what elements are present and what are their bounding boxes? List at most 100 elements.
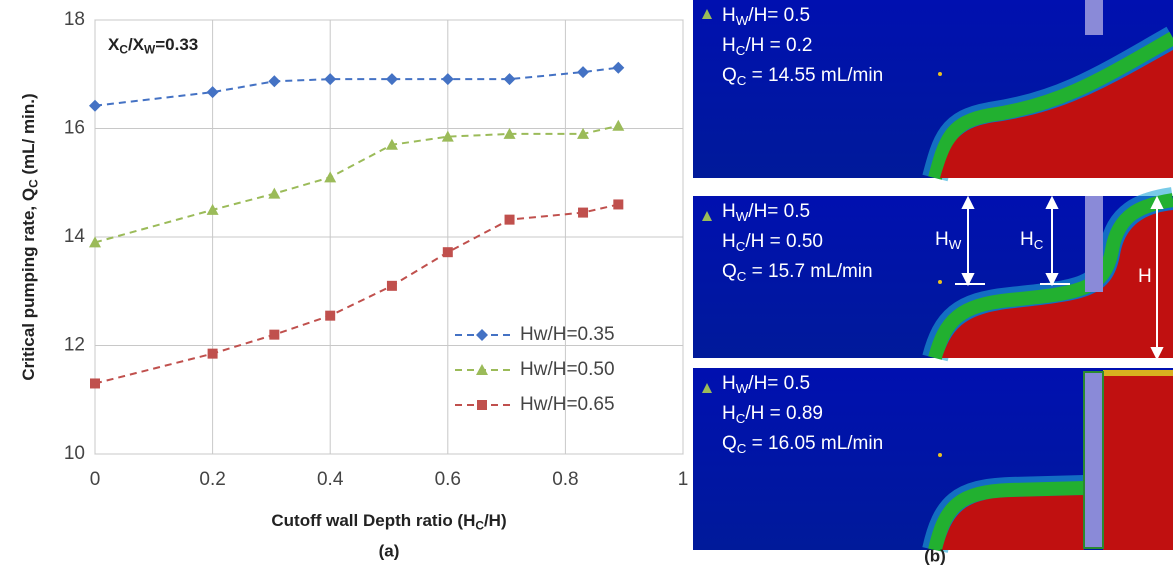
text-part: H <box>935 229 949 250</box>
text-part: = 14.55 mL/min <box>746 65 883 86</box>
text-part: H <box>1138 266 1152 287</box>
marker <box>325 310 336 321</box>
text-part: C <box>737 72 747 87</box>
x-tick-label: 0 <box>90 469 101 490</box>
text-part: /H= 0.5 <box>748 373 810 394</box>
text-part: C <box>736 410 746 425</box>
marker <box>578 207 589 218</box>
text-part: /H = 0.89 <box>745 403 823 424</box>
text-part: C <box>737 440 747 455</box>
marker <box>268 75 281 88</box>
text-part: W <box>144 42 156 56</box>
legend-marker <box>476 329 488 341</box>
caption: (a) <box>379 541 400 560</box>
x-tick-label: 0.4 <box>317 469 344 490</box>
legend-label: Hw/H=0.35 <box>520 324 615 345</box>
series-line <box>94 66 619 107</box>
x-tick-label: 0.6 <box>435 469 461 490</box>
text-part: /H= 0.5 <box>748 5 810 26</box>
text-part: Cutoff wall Depth ratio (H <box>271 511 475 530</box>
marker <box>324 171 337 183</box>
y-axis-label: Critical pumping rate, QC (mL/ min.) <box>19 93 40 380</box>
x-tick-label: 0.8 <box>552 469 578 490</box>
marker <box>503 127 516 139</box>
text-part: C <box>26 179 40 188</box>
text-part: /X <box>128 35 145 54</box>
text-part: W <box>736 208 749 223</box>
marker <box>385 138 398 150</box>
text-part: C <box>119 42 128 56</box>
marker <box>268 187 281 199</box>
text-part: H <box>722 201 736 222</box>
text-part: Q <box>722 65 737 86</box>
text-part: H <box>722 5 736 26</box>
dimension-arrows <box>955 195 1164 361</box>
text-part: C <box>475 518 484 532</box>
y-tick-label: 12 <box>64 335 85 356</box>
sim-label: HW/H= 0.5 <box>722 201 810 223</box>
dimension-label: HC <box>1020 229 1044 251</box>
sim-label: HC/H = 0.89 <box>722 403 823 425</box>
marker <box>503 73 516 86</box>
text-part: H <box>722 373 736 394</box>
legend-label: Hw/H=0.50 <box>520 359 615 380</box>
marker <box>207 348 218 359</box>
sim-label: HW/H= 0.5 <box>722 5 810 27</box>
sim-label: QC = 15.7 mL/min <box>722 261 873 283</box>
series-line <box>94 203 619 385</box>
text-part: =0.33 <box>155 35 198 54</box>
marker <box>90 378 100 389</box>
text-part: H <box>722 403 736 424</box>
text-part: /H) <box>484 511 507 530</box>
text-part: W <box>736 380 749 395</box>
text-part: Q <box>722 261 737 282</box>
series-line <box>94 124 619 244</box>
text-part: C <box>1034 236 1044 251</box>
text-part: H <box>722 231 736 252</box>
legend-marker <box>476 364 488 375</box>
text-part: H <box>1020 229 1034 250</box>
marker <box>441 130 454 142</box>
marker <box>612 119 625 131</box>
sim-label: HW/H= 0.5 <box>722 373 810 395</box>
text-part: (mL/ min.) <box>19 93 38 179</box>
marker <box>89 236 101 248</box>
marker <box>206 203 219 215</box>
marker <box>442 247 453 258</box>
y-tick-label: 18 <box>64 9 85 30</box>
marker <box>269 329 280 340</box>
marker <box>504 214 515 225</box>
text-part: C <box>736 42 746 57</box>
text-part: Critical pumping rate, Q <box>19 188 38 381</box>
y-tick-label: 16 <box>64 118 85 139</box>
caption: (b) <box>924 546 946 565</box>
text-part: = 16.05 mL/min <box>746 433 883 454</box>
marker <box>324 73 337 86</box>
marker <box>89 99 101 112</box>
text-part: Q <box>722 433 737 454</box>
x-tick-label: 1 <box>678 469 689 490</box>
text-part: W <box>736 12 749 27</box>
text-part: /H= 0.5 <box>748 201 810 222</box>
dimension-label: HW <box>935 229 962 251</box>
sim-label: HC/H = 0.2 <box>722 35 812 57</box>
marker <box>577 66 590 79</box>
marker <box>612 61 625 74</box>
text-part: X <box>108 35 120 54</box>
marker <box>577 127 590 139</box>
sim-label: HC/H = 0.50 <box>722 231 823 253</box>
annotation: XC/XW=0.33 <box>108 35 198 56</box>
text-part: C <box>737 268 747 283</box>
simulation-images <box>693 0 1173 554</box>
text-part: /H = 0.2 <box>745 35 812 56</box>
sim-label: QC = 14.55 mL/min <box>722 65 883 87</box>
legend-marker <box>477 400 487 410</box>
dimension-label: H <box>1138 266 1152 287</box>
y-tick-label: 10 <box>64 443 85 464</box>
marker <box>385 73 398 86</box>
sim-label: QC = 16.05 mL/min <box>722 433 883 455</box>
text-part: = 15.7 mL/min <box>746 261 872 282</box>
marker <box>613 199 624 210</box>
x-tick-label: 0.2 <box>199 469 225 490</box>
